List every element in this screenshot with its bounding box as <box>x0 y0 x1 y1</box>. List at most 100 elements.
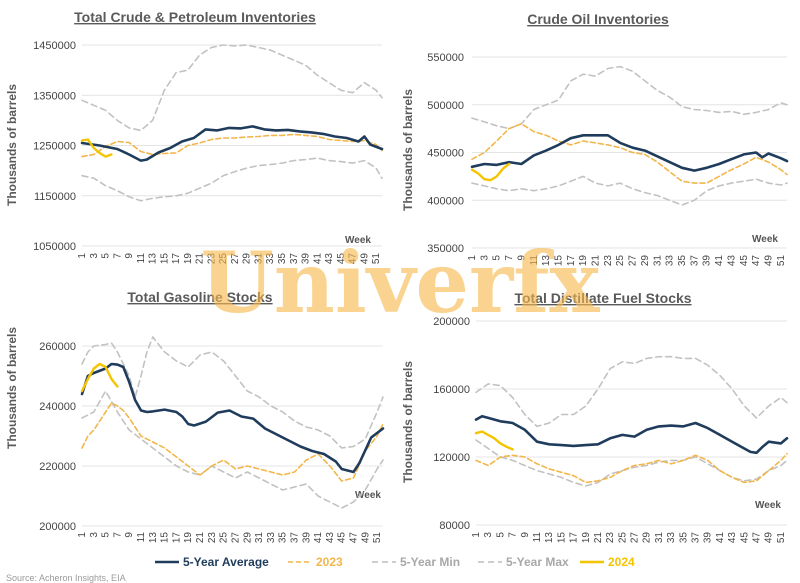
x-tick-label: 51 <box>371 253 382 265</box>
x-tick-label: 35 <box>677 255 688 267</box>
chart-title: Crude Oil Inventories <box>527 11 669 27</box>
x-tick-label: 27 <box>230 532 241 544</box>
x-tick-label: 49 <box>763 255 774 267</box>
x-tick-label: 45 <box>739 255 750 267</box>
x-tick-label: 7 <box>112 532 123 538</box>
x-tick-label: 3 <box>479 255 490 261</box>
x-tick-label: 49 <box>764 532 775 544</box>
x-tick-label: 47 <box>752 532 763 544</box>
legend-label: 2023 <box>316 555 343 569</box>
x-tick-label: 13 <box>148 253 159 265</box>
x-tick-label: 33 <box>665 255 676 267</box>
x-tick-label: 11 <box>532 532 543 543</box>
x-tick-label: 3 <box>89 253 100 259</box>
x-tick-label: 43 <box>727 532 738 544</box>
x-axis-label: Week <box>752 234 778 245</box>
x-tick-label: 9 <box>124 253 135 259</box>
x-tick-label: 21 <box>591 255 602 267</box>
x-tick-label: 47 <box>348 253 359 265</box>
series-line-2023 <box>81 402 384 482</box>
series-line-2023 <box>81 133 383 158</box>
x-tick-label: 41 <box>313 532 324 544</box>
series-line-5-year-max <box>81 336 384 449</box>
x-tick-label: 41 <box>312 253 323 265</box>
source-note: Source: Acheron Insights, EIA <box>6 573 126 583</box>
x-tick-label: 13 <box>148 532 159 544</box>
series-line-5-year-min <box>475 439 788 487</box>
x-tick-label: 21 <box>593 532 604 544</box>
x-tick-label: 39 <box>301 253 312 265</box>
x-tick-label: 29 <box>242 253 253 265</box>
x-tick-label: 11 <box>136 253 147 264</box>
x-tick-label: 5 <box>101 253 112 259</box>
series-line-5-year-average <box>80 125 384 162</box>
x-tick-label: 13 <box>541 255 552 267</box>
series-line-2024 <box>470 162 511 182</box>
watermark-text: Univerfx <box>201 233 601 332</box>
x-tick-label: 37 <box>289 532 300 544</box>
x-tick-label: 25 <box>218 253 229 265</box>
series-line-5-year-min <box>81 157 383 202</box>
x-tick-label: 43 <box>324 253 335 265</box>
y-axis-label: Thousands of barrels <box>401 89 415 211</box>
y-tick-label: 550000 <box>427 52 464 64</box>
x-tick-label: 51 <box>776 255 787 267</box>
y-tick-label: 350000 <box>427 243 464 255</box>
x-axis-label: Week <box>355 490 381 501</box>
x-tick-label: 17 <box>171 253 182 265</box>
x-tick-label: 3 <box>483 532 494 538</box>
y-tick-label: 220000 <box>39 461 76 473</box>
x-tick-label: 47 <box>348 532 359 544</box>
y-tick-label: 200000 <box>39 521 76 533</box>
x-tick-label: 15 <box>160 532 171 544</box>
x-tick-label: 27 <box>628 255 639 267</box>
x-tick-label: 23 <box>603 255 614 267</box>
x-tick-label: 35 <box>678 532 689 544</box>
x-tick-label: 47 <box>751 255 762 267</box>
series-line-5-year-max <box>475 355 788 428</box>
y-tick-label: 1350000 <box>33 90 76 102</box>
x-tick-label: 9 <box>516 255 527 261</box>
x-tick-label: 5 <box>101 532 112 538</box>
legend-label: 5-Year Max <box>506 555 569 569</box>
y-tick-label: 500000 <box>427 100 464 112</box>
x-tick-label: 29 <box>642 532 653 544</box>
series-line-2023 <box>475 452 788 484</box>
y-axis-label: Thousands of barrels <box>5 327 19 449</box>
x-tick-label: 17 <box>566 255 577 267</box>
x-tick-label: 31 <box>253 253 264 265</box>
x-tick-label: 15 <box>159 253 170 265</box>
x-axis-label: Week <box>755 500 781 511</box>
x-tick-label: 39 <box>703 532 714 544</box>
x-tick-label: 17 <box>171 532 182 544</box>
x-tick-label: 51 <box>776 532 787 544</box>
x-tick-label: 27 <box>230 253 241 265</box>
x-tick-label: 25 <box>617 532 628 544</box>
x-tick-label: 25 <box>615 255 626 267</box>
x-tick-label: 15 <box>553 255 564 267</box>
x-tick-label: 15 <box>556 532 567 544</box>
x-tick-label: 3 <box>89 532 100 538</box>
x-tick-label: 7 <box>508 532 519 538</box>
x-tick-label: 13 <box>544 532 555 544</box>
y-tick-label: 80000 <box>439 520 470 532</box>
x-tick-label: 17 <box>569 532 580 544</box>
x-tick-label: 39 <box>301 532 312 544</box>
x-tick-label: 1 <box>77 253 88 259</box>
x-tick-label: 11 <box>136 532 147 543</box>
series-line-5-year-max <box>81 44 383 132</box>
x-tick-label: 5 <box>495 532 506 538</box>
x-tick-label: 33 <box>666 532 677 544</box>
x-tick-label: 9 <box>124 532 135 538</box>
x-tick-label: 29 <box>640 255 651 267</box>
x-tick-label: 23 <box>206 253 217 265</box>
x-tick-label: 37 <box>691 532 702 544</box>
series-line-5-year-min <box>471 175 788 206</box>
series-line-5-year-average <box>470 134 789 172</box>
y-tick-label: 450000 <box>427 148 464 160</box>
x-tick-label: 1 <box>467 255 478 261</box>
x-tick-label: 33 <box>265 253 276 265</box>
x-tick-label: 11 <box>529 255 540 266</box>
